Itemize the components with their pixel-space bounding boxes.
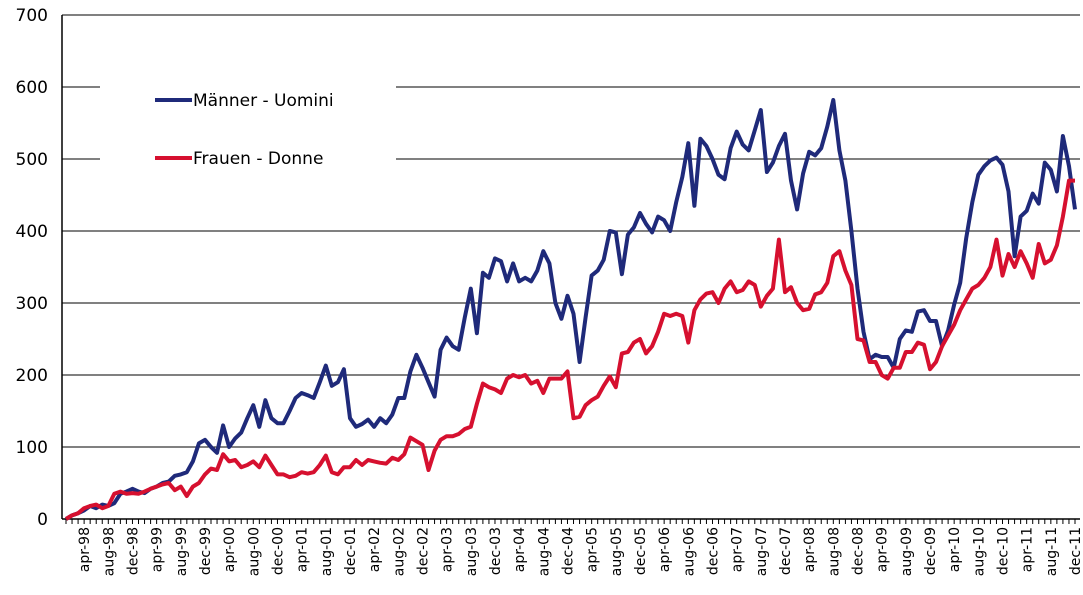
x-tick-label: dec-98: [125, 527, 141, 575]
legend-label: Männer - Uomini: [193, 91, 334, 111]
y-tick-label: 500: [16, 150, 48, 170]
x-tick-label: apr-06: [657, 527, 673, 572]
x-tick-label: apr-99: [150, 527, 166, 572]
legend-label: Frauen - Donne: [193, 149, 323, 169]
x-tick-label: dec-05: [633, 527, 649, 575]
x-tick-label: aug-00: [246, 527, 262, 576]
x-tick-label: apr-04: [512, 527, 528, 572]
y-tick-label: 600: [16, 78, 48, 98]
x-tick-label: aug-10: [971, 527, 987, 576]
x-tick-label: aug-98: [101, 527, 117, 576]
x-tick-label: apr-03: [440, 527, 456, 572]
x-tick-label: apr-08: [802, 527, 818, 572]
x-tick-label: aug-09: [899, 527, 915, 576]
x-tick-label: apr-02: [367, 527, 383, 572]
x-tick-label: aug-04: [536, 527, 552, 576]
x-tick-label: apr-05: [585, 527, 601, 572]
x-tick-label: aug-08: [826, 527, 842, 576]
x-tick-label: dec-06: [705, 527, 721, 575]
x-tick-label: dec-00: [270, 527, 286, 575]
x-tick-label: aug-99: [174, 527, 190, 576]
x-tick-label: dec-04: [560, 527, 576, 575]
x-tick-label: dec-03: [488, 527, 504, 575]
x-tick-label: apr-10: [947, 527, 963, 572]
x-tick-label: aug-06: [681, 527, 697, 576]
x-tick-label: dec-11: [1068, 527, 1083, 575]
series-line: [64, 178, 1075, 521]
x-tick-label: dec-02: [415, 527, 431, 575]
x-tick-label: apr-07: [730, 527, 746, 572]
x-tick-label: dec-01: [343, 527, 359, 575]
x-tick-label: apr-11: [1020, 527, 1036, 572]
y-tick-label: 200: [16, 366, 48, 386]
x-tick-label: apr-01: [295, 527, 311, 572]
legend-box: [100, 68, 396, 186]
y-tick-label: 300: [16, 294, 48, 314]
x-tick-label: aug-03: [464, 527, 480, 576]
y-tick-label: 100: [16, 438, 48, 458]
y-tick-label: 0: [37, 510, 48, 530]
x-tick-label: dec-07: [778, 527, 794, 575]
series-line: [64, 98, 1077, 521]
y-tick-label: 400: [16, 222, 48, 242]
x-tick-label: aug-07: [754, 527, 770, 576]
y-tick-label: 700: [16, 6, 48, 26]
x-tick-label: aug-05: [609, 527, 625, 576]
x-tick-label: aug-02: [391, 527, 407, 576]
x-tick-label: apr-00: [222, 527, 238, 572]
x-tick-label: aug-01: [319, 527, 335, 576]
x-tick-label: dec-09: [923, 527, 939, 575]
x-tick-label: apr-98: [77, 527, 93, 572]
x-tick-label: aug-11: [1044, 527, 1060, 576]
x-tick-label: dec-10: [995, 527, 1011, 575]
x-tick-label: dec-99: [198, 527, 214, 575]
x-tick-label: dec-08: [850, 527, 866, 575]
x-tick-label: apr-09: [875, 527, 891, 572]
